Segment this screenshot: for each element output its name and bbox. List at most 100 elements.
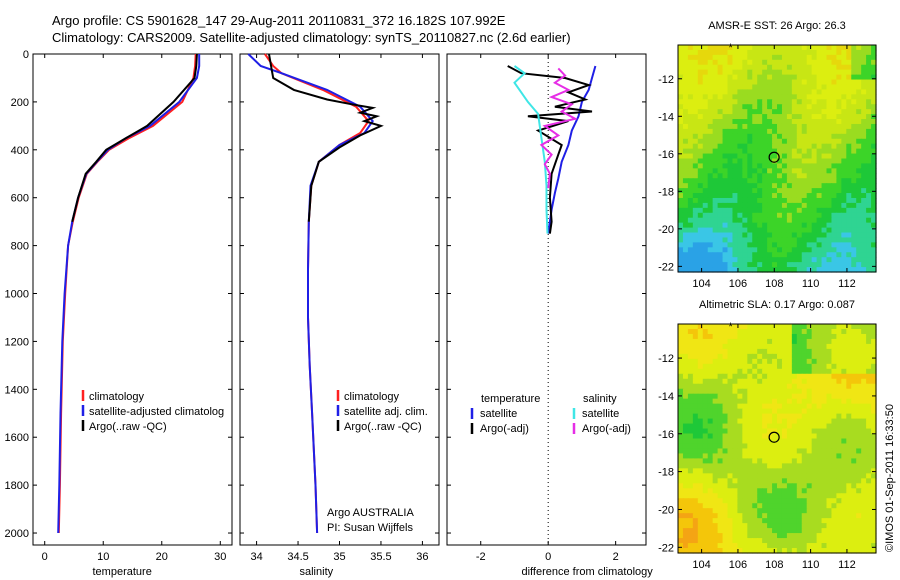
heatmap-cell	[871, 358, 877, 365]
heatmap-cell	[752, 533, 758, 539]
heatmap-cell	[866, 338, 872, 345]
heatmap-cell	[707, 119, 714, 125]
heatmap-cell	[762, 207, 768, 214]
heatmap-cell	[786, 153, 793, 160]
heatmap-cell	[732, 353, 738, 360]
heatmap-cell	[846, 468, 852, 474]
heatmap-cell	[682, 443, 689, 450]
heatmap-cell	[747, 363, 753, 370]
heatmap-cell	[727, 197, 734, 204]
heatmap-cell	[722, 443, 729, 450]
heatmap-cell	[717, 338, 724, 345]
heatmap-cell	[836, 188, 842, 194]
heatmap-cell	[826, 109, 833, 115]
heatmap-cell	[811, 257, 818, 263]
heatmap-cell	[747, 358, 753, 365]
heatmap-cell	[727, 328, 734, 335]
heatmap-cell	[727, 94, 734, 100]
heatmap-cell	[821, 119, 828, 125]
heatmap-cell	[781, 114, 788, 120]
heatmap-cell	[871, 453, 877, 460]
heatmap-cell	[841, 114, 847, 120]
heatmap-cell	[836, 153, 842, 160]
heatmap-cell	[757, 69, 763, 76]
heatmap-cell	[752, 458, 758, 464]
heatmap-cell	[682, 217, 689, 224]
heatmap-cell	[772, 368, 778, 375]
heatmap-cell	[781, 267, 788, 273]
heatmap-cell	[697, 109, 704, 115]
heatmap-cell	[796, 483, 803, 489]
heatmap-cell	[781, 202, 788, 209]
heatmap-cell	[846, 247, 852, 253]
heatmap-cell	[687, 49, 694, 56]
heatmap-cell	[841, 94, 847, 100]
heatmap-cell	[861, 242, 867, 248]
heatmap-cell	[757, 328, 763, 335]
heatmap-cell	[836, 468, 842, 474]
heatmap-cell	[697, 368, 704, 375]
heatmap-cell	[717, 433, 724, 440]
heatmap-cell	[821, 202, 828, 209]
heatmap-cell	[712, 138, 719, 145]
heatmap-cell	[682, 463, 689, 469]
heatmap-cell	[722, 188, 729, 194]
heatmap-cell	[841, 257, 847, 263]
heatmap-cell	[856, 197, 862, 204]
heatmap-cell	[811, 533, 818, 539]
heatmap-cell	[811, 453, 818, 460]
heatmap-cell	[777, 398, 783, 405]
heatmap-cell	[786, 473, 793, 479]
heatmap-cell	[841, 383, 847, 390]
heatmap-cell	[811, 64, 818, 71]
heatmap-cell	[742, 503, 748, 509]
heatmap-cell	[678, 94, 684, 100]
heatmap-cell	[831, 438, 837, 445]
heatmap-cell	[811, 398, 818, 405]
heatmap-cell	[821, 173, 828, 179]
heatmap-cell	[801, 333, 808, 340]
heatmap-cell	[692, 538, 699, 544]
heatmap-cell	[786, 267, 793, 273]
heatmap-cell	[717, 262, 724, 268]
heatmap-cell	[722, 197, 729, 204]
heatmap-cell	[811, 324, 818, 330]
heatmap-cell	[742, 178, 748, 184]
heatmap-cell	[811, 123, 818, 130]
heatmap-cell	[786, 217, 793, 224]
heatmap-cell	[841, 202, 847, 209]
heatmap-cell	[742, 493, 748, 499]
heatmap-cell	[767, 528, 773, 534]
heatmap-cell	[851, 49, 857, 56]
heatmap-cell	[737, 343, 743, 350]
heatmap-cell	[786, 232, 793, 239]
heatmap-cell	[752, 188, 758, 194]
heatmap-cell	[757, 74, 763, 81]
heatmap-cell	[757, 468, 763, 474]
heatmap-cell	[786, 197, 793, 204]
heatmap-cell	[737, 518, 743, 524]
heatmap-cell	[871, 458, 877, 464]
heatmap-cell	[811, 523, 818, 529]
heatmap-cell	[717, 74, 724, 81]
heatmap-cell	[687, 478, 694, 484]
heatmap-cell	[851, 478, 857, 484]
heatmap-cell	[851, 433, 857, 440]
heatmap-cell	[687, 79, 694, 86]
heatmap-cell	[747, 438, 753, 445]
heatmap-cell	[871, 79, 877, 86]
heatmap-cell	[678, 478, 684, 484]
heatmap-cell	[866, 247, 872, 253]
heatmap-cell	[851, 508, 857, 514]
heatmap-cell	[732, 518, 738, 524]
heatmap-cell	[811, 99, 818, 105]
heatmap-cell	[702, 158, 709, 165]
heatmap-cell	[821, 393, 828, 400]
heatmap-cell	[767, 74, 773, 81]
heatmap-cell	[772, 59, 778, 66]
heatmap-cell	[871, 262, 877, 268]
heatmap-cell	[831, 49, 837, 56]
heatmap-cell	[866, 353, 872, 360]
heatmap-cell	[846, 528, 852, 534]
heatmap-cell	[772, 64, 778, 71]
